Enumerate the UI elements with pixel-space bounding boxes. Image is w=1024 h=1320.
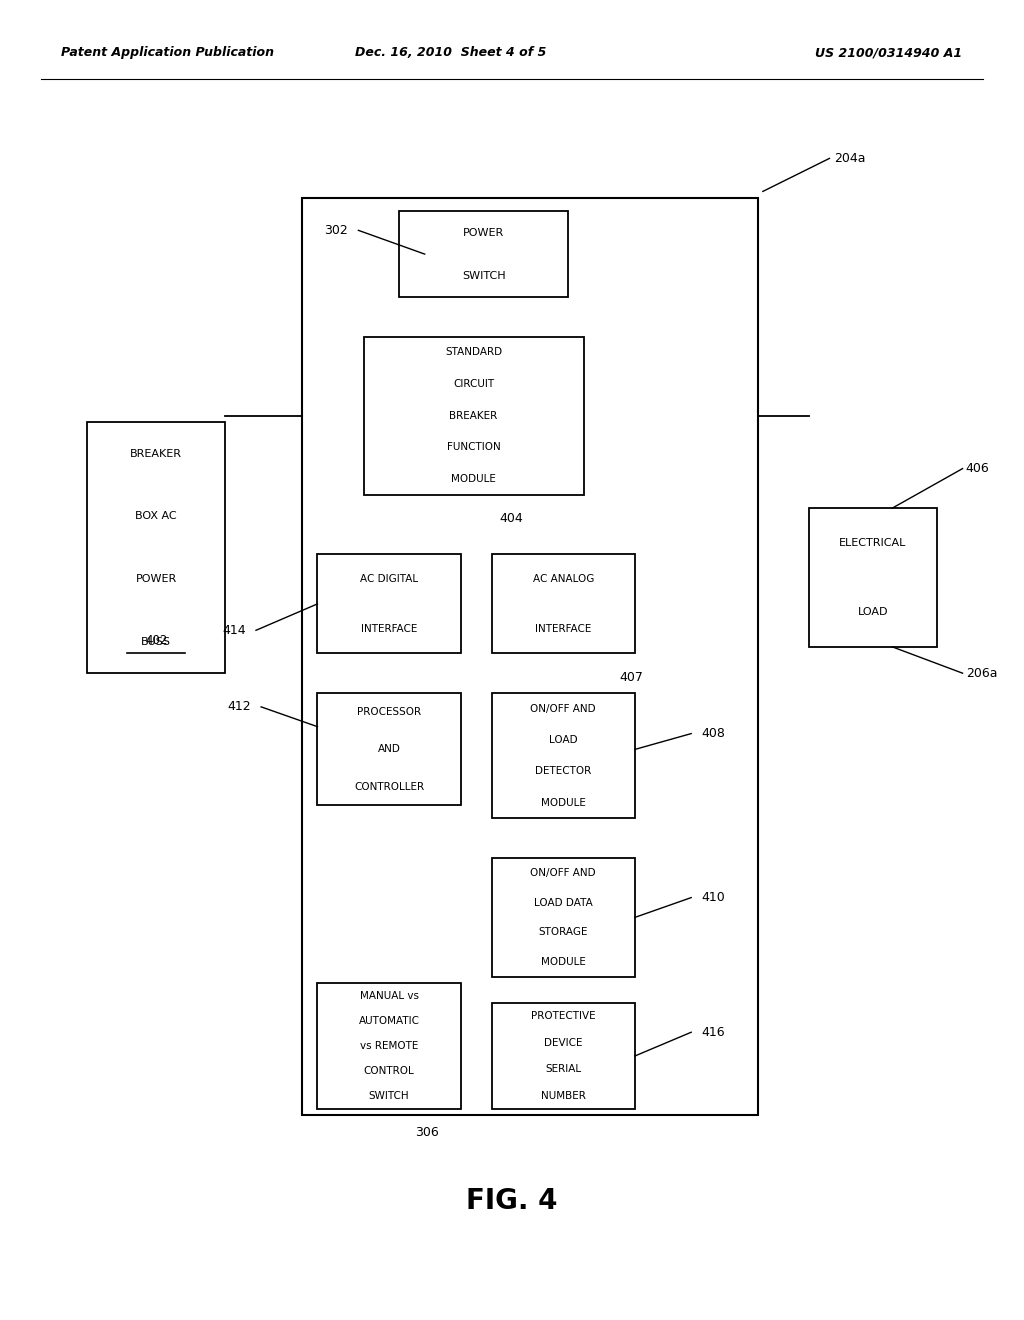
Text: 407: 407: [620, 671, 643, 684]
Text: FIG. 4: FIG. 4: [466, 1187, 558, 1216]
Text: BOX AC: BOX AC: [135, 511, 177, 521]
Bar: [302, 198, 758, 1115]
Text: 406: 406: [966, 462, 989, 475]
Text: 412: 412: [227, 701, 251, 713]
Text: INTERFACE: INTERFACE: [360, 623, 418, 634]
Text: SERIAL: SERIAL: [545, 1064, 582, 1074]
Text: AND: AND: [378, 744, 400, 754]
Text: INTERFACE: INTERFACE: [535, 623, 592, 634]
Bar: [317, 554, 461, 653]
Text: CIRCUIT: CIRCUIT: [453, 379, 495, 389]
Text: MODULE: MODULE: [541, 797, 586, 808]
Bar: [87, 422, 225, 673]
Text: 414: 414: [222, 624, 246, 636]
Text: AC DIGITAL: AC DIGITAL: [360, 574, 418, 585]
Text: ON/OFF AND: ON/OFF AND: [530, 704, 596, 714]
Text: 410: 410: [701, 891, 725, 904]
Text: BREAKER: BREAKER: [450, 411, 498, 421]
Text: SWITCH: SWITCH: [369, 1092, 410, 1101]
Text: MODULE: MODULE: [452, 474, 496, 484]
Text: Dec. 16, 2010  Sheet 4 of 5: Dec. 16, 2010 Sheet 4 of 5: [355, 46, 546, 59]
Bar: [399, 211, 568, 297]
Text: STORAGE: STORAGE: [539, 927, 588, 937]
Text: LOAD DATA: LOAD DATA: [534, 898, 593, 908]
Text: BREAKER: BREAKER: [130, 449, 182, 459]
Bar: [492, 693, 635, 818]
Text: MANUAL vs: MANUAL vs: [359, 991, 419, 1001]
Text: AUTOMATIC: AUTOMATIC: [358, 1016, 420, 1026]
Text: DEVICE: DEVICE: [544, 1038, 583, 1048]
Text: POWER: POWER: [463, 227, 505, 238]
Text: STANDARD: STANDARD: [445, 347, 502, 358]
Bar: [364, 337, 584, 495]
Text: 416: 416: [701, 1026, 725, 1039]
Text: PROTECTIVE: PROTECTIVE: [530, 1011, 596, 1022]
Text: Patent Application Publication: Patent Application Publication: [61, 46, 274, 59]
Text: POWER: POWER: [135, 574, 177, 585]
Bar: [809, 508, 937, 647]
Text: AC ANALOG: AC ANALOG: [532, 574, 594, 585]
Text: vs REMOTE: vs REMOTE: [359, 1041, 419, 1051]
Text: BUSS: BUSS: [141, 636, 171, 647]
Bar: [317, 983, 461, 1109]
Text: SWITCH: SWITCH: [462, 271, 506, 281]
Text: 204a: 204a: [835, 152, 866, 165]
Text: 306: 306: [415, 1126, 438, 1139]
Text: DETECTOR: DETECTOR: [536, 767, 591, 776]
Text: 408: 408: [701, 727, 725, 741]
Text: 206a: 206a: [966, 667, 997, 680]
Text: 402: 402: [145, 634, 167, 647]
Text: MODULE: MODULE: [541, 957, 586, 968]
Text: ON/OFF AND: ON/OFF AND: [530, 867, 596, 878]
Bar: [492, 858, 635, 977]
Bar: [317, 693, 461, 805]
Text: ELECTRICAL: ELECTRICAL: [840, 537, 906, 548]
Text: CONTROLLER: CONTROLLER: [354, 781, 424, 792]
Bar: [492, 554, 635, 653]
Text: LOAD: LOAD: [858, 607, 888, 618]
Text: FUNCTION: FUNCTION: [446, 442, 501, 453]
Text: 404: 404: [500, 512, 523, 525]
Text: NUMBER: NUMBER: [541, 1090, 586, 1101]
Text: US 2100/0314940 A1: US 2100/0314940 A1: [815, 46, 963, 59]
Text: PROCESSOR: PROCESSOR: [357, 706, 421, 717]
Text: LOAD: LOAD: [549, 735, 578, 744]
Text: CONTROL: CONTROL: [364, 1067, 415, 1076]
Text: 302: 302: [325, 224, 348, 236]
Bar: [492, 1003, 635, 1109]
